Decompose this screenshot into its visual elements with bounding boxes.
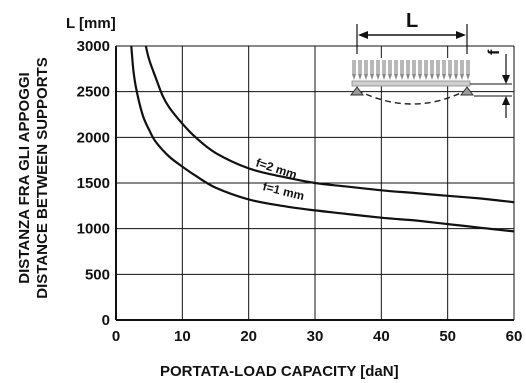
load-arrowhead (382, 74, 386, 80)
y-tick-label: 0 (102, 312, 110, 329)
deflection-curve (356, 89, 468, 105)
load-arrowhead (418, 74, 422, 80)
load-bar (382, 60, 386, 74)
load-bar (466, 60, 470, 74)
x-tick-label: 60 (506, 328, 523, 345)
load-arrowhead (388, 74, 392, 80)
load-arrowhead (424, 74, 428, 80)
y-tick-label: 500 (85, 266, 110, 283)
load-bar (388, 60, 392, 74)
beam-load-hatching (352, 60, 470, 80)
load-bar (400, 60, 404, 74)
x-tick-labels: 0 10 20 30 40 50 60 (112, 328, 523, 345)
left-support (350, 86, 364, 96)
series-line-1 (130, 45, 515, 233)
beam-diagram: L f (350, 10, 512, 118)
x-tick-label: 30 (307, 328, 324, 345)
x-tick-label: 20 (240, 328, 257, 345)
grid (115, 45, 515, 321)
x-tick-label: 50 (439, 328, 456, 345)
load-bar (412, 60, 416, 74)
load-arrowhead (448, 74, 452, 80)
y-tick-label: 1500 (77, 175, 110, 192)
deflection-label: f (486, 49, 503, 55)
load-bar (376, 60, 380, 74)
y-axis-title-line1: DISTANZA FRA GLI APPOGGI (16, 72, 33, 283)
load-arrowhead (364, 74, 368, 80)
series-label-f2: f=2 mm (254, 156, 299, 182)
deflection-arrow-bottom-head (502, 96, 510, 105)
load-bar (430, 60, 434, 74)
y-tick-label: 1000 (77, 221, 110, 238)
y-tick-labels: 0 500 1000 1500 2000 2500 3000 (77, 38, 110, 329)
x-axis-title: PORTATA-LOAD CAPACITY [daN] (160, 363, 399, 380)
load-arrowhead (412, 74, 416, 80)
load-bar (442, 60, 446, 74)
span-arrow-right (456, 31, 466, 39)
load-arrowhead (406, 74, 410, 80)
x-tick-label: 40 (373, 328, 390, 345)
load-bar (352, 60, 356, 74)
y-tick-label: 3000 (77, 38, 110, 55)
load-arrowhead (466, 74, 470, 80)
load-arrowhead (358, 74, 362, 80)
load-arrowhead (370, 74, 374, 80)
load-arrowhead (352, 74, 356, 80)
load-arrowhead (394, 74, 398, 80)
series-line-0 (144, 45, 515, 204)
load-arrowhead (442, 74, 446, 80)
series-lines (130, 45, 515, 233)
load-arrowhead (460, 74, 464, 80)
load-bar (370, 60, 374, 74)
load-bar (394, 60, 398, 74)
load-bar (448, 60, 452, 74)
y-axis-units: L [mm] (66, 15, 116, 32)
y-axis-title-line2: DISTANCE BETWEEN SUPPORTS (34, 57, 51, 298)
load-bar (460, 60, 464, 74)
x-tick-label: 10 (174, 328, 191, 345)
load-arrowhead (430, 74, 434, 80)
load-arrowhead (376, 74, 380, 80)
load-bar (406, 60, 410, 74)
y-tick-label: 2500 (77, 84, 110, 101)
diagram-background (352, 58, 470, 84)
y-tick-label: 2000 (77, 129, 110, 146)
load-arrowhead (400, 74, 404, 80)
load-bar (454, 60, 458, 74)
beam-bar (351, 80, 471, 87)
load-bar (364, 60, 368, 74)
load-bar (358, 60, 362, 74)
span-arrow-left (358, 31, 368, 39)
load-bar (424, 60, 428, 74)
load-arrowhead (454, 74, 458, 80)
x-tick-label: 0 (112, 328, 120, 345)
right-support (460, 86, 474, 96)
load-bar (418, 60, 422, 74)
load-arrowhead (436, 74, 440, 80)
deflection-arrow-top-head (502, 75, 510, 84)
span-label: L (406, 10, 418, 32)
load-bar (436, 60, 440, 74)
